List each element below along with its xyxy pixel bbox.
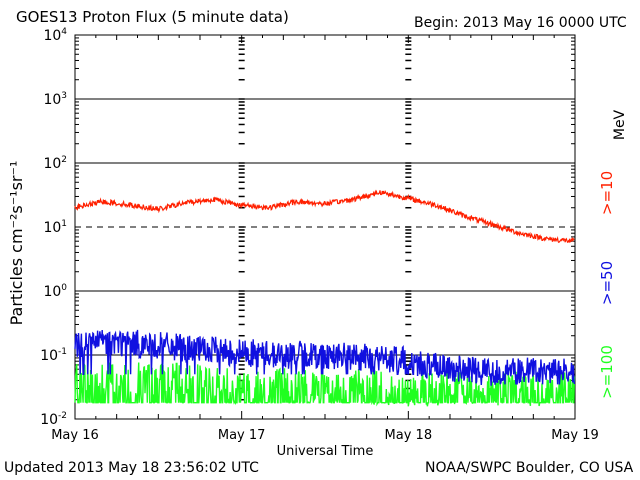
y-tick-label: 101 <box>43 219 67 236</box>
x-axis-title: Universal Time <box>277 444 374 459</box>
y-tick-label: 10-1 <box>40 347 67 364</box>
y-tick-label: 10-2 <box>40 411 67 428</box>
x-tick-label: May 17 <box>218 428 266 443</box>
legend-label: >=10 <box>598 171 616 215</box>
footer-credit: NOAA/SWPC Boulder, CO USA <box>425 460 634 476</box>
chart-title: GOES13 Proton Flux (5 minute data) <box>16 8 289 26</box>
series-line-ge10 <box>74 189 575 244</box>
y-tick-label: 100 <box>43 283 67 300</box>
y-tick-label: 103 <box>43 91 67 108</box>
x-tick-label: May 19 <box>551 428 599 443</box>
legend-label: >=100 <box>598 345 616 399</box>
footer-updated: Updated 2013 May 18 23:56:02 UTC <box>4 460 259 476</box>
begin-time: Begin: 2013 May 16 0000 UTC <box>414 15 627 31</box>
y-tick-label: 104 <box>43 27 67 44</box>
legend-unit-label: MeV <box>612 109 628 140</box>
x-tick-label: May 16 <box>51 428 99 443</box>
x-tick-label: May 18 <box>385 428 433 443</box>
legend-label: >=50 <box>598 261 616 305</box>
y-axis-title: Particles cm⁻²s⁻¹sr⁻¹ <box>7 161 26 326</box>
series-line-ge50 <box>74 329 576 386</box>
y-tick-label: 102 <box>43 155 67 172</box>
